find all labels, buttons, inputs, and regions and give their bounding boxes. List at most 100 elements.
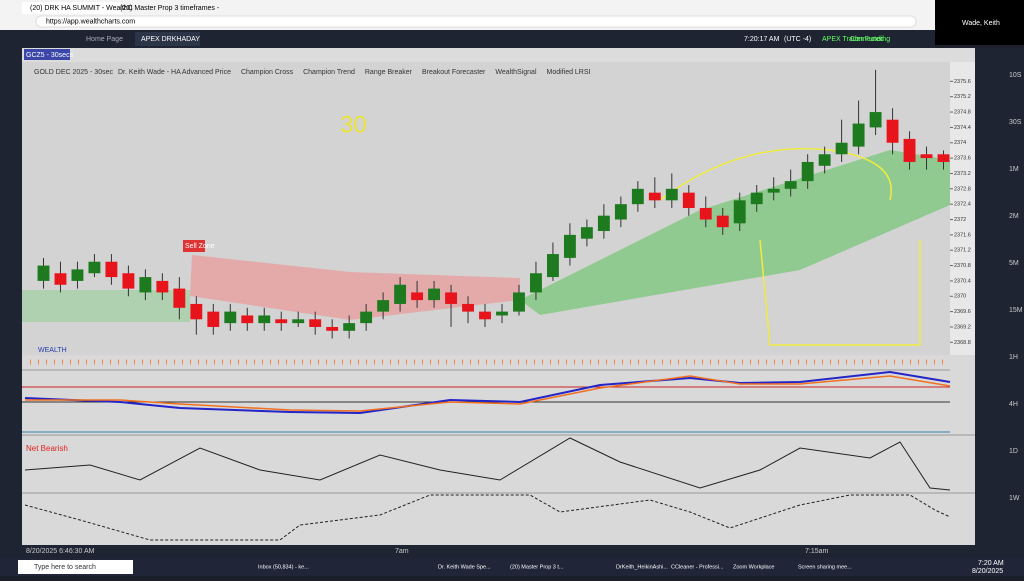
timeframe[interactable]: 10S [1009, 72, 1022, 79]
zoom-video [935, 0, 1024, 45]
time-label: 7am [395, 548, 409, 555]
y-tick-label: 2372.4 [954, 202, 971, 208]
oscillator-line [24, 370, 951, 415]
symbol-box[interactable] [24, 49, 70, 60]
candle-body [122, 273, 135, 289]
y-tick-label: 2374 [954, 140, 966, 146]
broker: APEX Trader Funding [822, 36, 890, 43]
taskbar-app[interactable]: Screen sharing mee... [798, 564, 852, 570]
symbol-bar [22, 48, 975, 62]
candle-body [88, 261, 101, 274]
candle-body [869, 112, 882, 128]
indicator-name: Modified LRSI [547, 69, 591, 76]
search-box[interactable] [18, 560, 133, 574]
timeframe[interactable]: 1D [1009, 448, 1018, 455]
y-tick-label: 2374.4 [954, 125, 971, 131]
candle-body [784, 181, 797, 189]
candle-body [750, 192, 763, 205]
candle-body [818, 154, 831, 166]
candle-body [224, 311, 237, 324]
tray-date: 8/20/2025 [972, 568, 1003, 575]
candle-body [428, 288, 441, 301]
buy-zone [520, 150, 950, 315]
indicator-name: Range Breaker [365, 69, 413, 76]
indicator-list: Dr. Keith Wade - HA Advanced Price Champi… [118, 69, 591, 76]
url[interactable]: https://app.wealthcharts.com [46, 18, 135, 25]
sell-zone [190, 255, 520, 320]
y-tick-label: 2374.8 [954, 110, 971, 116]
timezone: (UTC -4) [784, 36, 811, 43]
y-tick-label: 2375.2 [954, 94, 971, 100]
candle-body [326, 326, 339, 331]
left-toolbar [0, 48, 22, 558]
candle-body [716, 215, 729, 228]
timeframe[interactable]: 15M [1009, 307, 1023, 314]
candle-body [207, 311, 220, 327]
sell-zone-label: Sell Zone [185, 243, 215, 250]
taskbar-app[interactable]: CCleaner - Professi... [671, 564, 724, 570]
tab[interactable] [22, 2, 122, 14]
candle-body [546, 254, 559, 278]
taskbar-app[interactable]: (20) Master Prop 3 t... [510, 564, 564, 570]
indicator-name: Breakout Forecaster [422, 69, 486, 76]
candle-body [394, 284, 407, 304]
timeframe[interactable]: 4H [1009, 401, 1018, 408]
indicator-name: WealthSignal [495, 69, 537, 76]
y-tick-label: 2372 [954, 217, 966, 223]
tab-title[interactable]: (20) Master Prop 3 timeframes - [120, 5, 220, 12]
candle-body [733, 200, 746, 224]
taskbar-app[interactable]: Dr. Keith Wade Spe... [438, 564, 491, 570]
handwritten-note: 30 [340, 111, 367, 138]
y-tick-label: 2369.2 [954, 324, 971, 330]
candle-body [139, 277, 152, 293]
candle-body [937, 154, 950, 162]
y-tick-label: 2371.6 [954, 232, 971, 238]
y-tick-label: 2372.8 [954, 186, 971, 192]
timeframe[interactable]: 5M [1009, 260, 1019, 267]
candle-body [360, 311, 373, 324]
app-tab[interactable]: Home Page [86, 36, 123, 43]
candle-body [54, 273, 67, 285]
timeframe[interactable]: 1W [1009, 495, 1020, 502]
app-tab[interactable]: APEX DRKHADAY [141, 36, 200, 43]
instrument: GOLD DEC 2025 - 30sec [34, 69, 113, 76]
candle-body [530, 273, 542, 293]
candle-body [835, 142, 848, 155]
candle-body [580, 227, 593, 239]
participant-name: Wade, Keith [962, 20, 1000, 27]
candle-body [903, 138, 916, 162]
indicator-name: Champion Trend [303, 69, 355, 76]
price-axis [950, 62, 975, 355]
candle-body [156, 280, 169, 293]
timeframe[interactable]: 30S [1009, 119, 1022, 126]
y-tick-label: 2371.2 [954, 248, 971, 254]
timeframe[interactable]: 2M [1009, 213, 1019, 220]
address-bar[interactable] [35, 15, 917, 28]
candle-body [462, 303, 474, 312]
y-tick-label: 2369.6 [954, 309, 971, 315]
candle-body [377, 300, 390, 312]
tab-title[interactable]: (20) DRK HA SUMMIT - WealthC [30, 5, 133, 12]
search-placeholder[interactable]: Type here to search [34, 564, 96, 571]
taskbar-app[interactable]: Inbox (50,834) - ke... [258, 564, 309, 570]
taskbar-app[interactable]: DrKeith_HeikinAshi... [616, 564, 668, 570]
app-tab-active [135, 32, 200, 46]
candle-body [699, 208, 712, 220]
candle-body [614, 204, 627, 220]
taskbar-app[interactable]: Zoom Workplace [733, 564, 774, 570]
candle-body [173, 288, 186, 308]
net-state: Net Bearish [26, 444, 68, 453]
y-tick-label: 2370 [954, 294, 966, 300]
candle-body [852, 123, 865, 147]
momentum-line [24, 437, 951, 491]
sell-zone-tag [183, 240, 205, 252]
oscillator-line [25, 375, 951, 412]
taskbar [0, 558, 1024, 576]
candle-body [563, 234, 576, 258]
timeframe[interactable]: 1M [1009, 166, 1019, 173]
symbol[interactable]: GCZ5 - 30secs [26, 52, 74, 59]
candle-body [292, 319, 305, 324]
candle-body [71, 269, 84, 281]
timeframe[interactable]: 1H [1009, 354, 1018, 361]
